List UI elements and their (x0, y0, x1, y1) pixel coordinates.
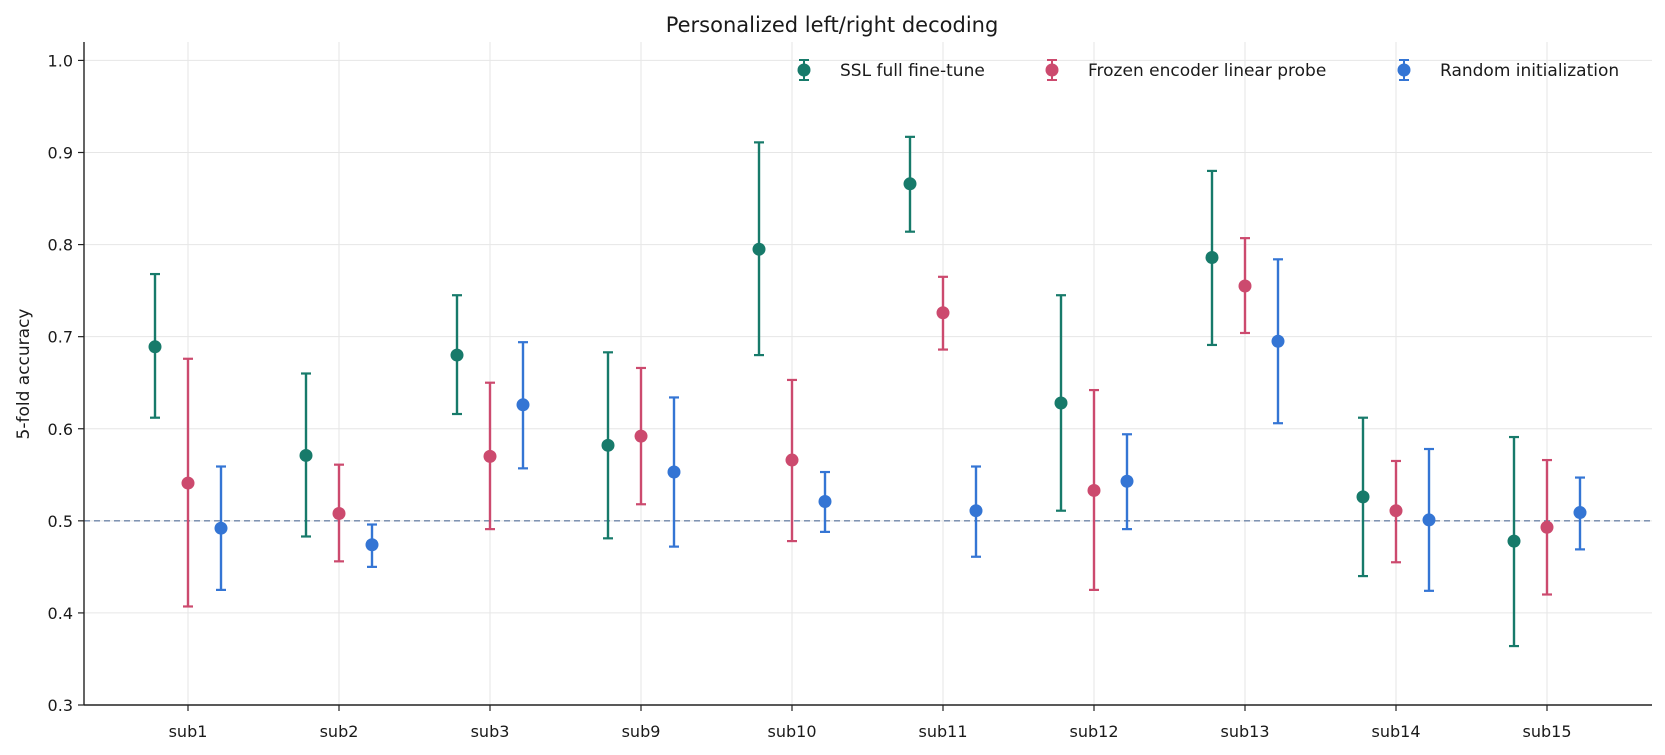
legend-marker-point (1045, 63, 1059, 77)
x-tick-label: sub10 (768, 722, 817, 741)
data-point (601, 438, 615, 452)
x-tick-label: sub15 (1523, 722, 1572, 741)
series-1 (181, 237, 1554, 608)
legend-item-0: SSL full fine-tune (797, 59, 985, 81)
data-point (936, 306, 950, 320)
y-tick-label: 0.8 (48, 236, 73, 255)
data-point (483, 449, 497, 463)
y-tick-labels: 0.3 0.4 0.5 0.6 0.7 0.8 0.9 1.0 (48, 51, 84, 715)
data-point (1205, 250, 1219, 264)
data-point (1087, 483, 1101, 497)
data-point (181, 476, 195, 490)
legend-item-2: Random initialization (1397, 59, 1619, 81)
data-point (365, 538, 379, 552)
legend: SSL full fine-tune Frozen encoder linear … (797, 59, 1619, 81)
data-point (785, 453, 799, 467)
legend-label: Random initialization (1440, 61, 1619, 81)
data-point (214, 521, 228, 535)
data-point (148, 340, 162, 354)
data-point (450, 348, 464, 362)
data-point (634, 429, 648, 443)
data-point (667, 465, 681, 479)
legend-item-1: Frozen encoder linear probe (1045, 59, 1326, 81)
y-tick-label: 0.6 (48, 420, 73, 439)
data-point (1540, 520, 1554, 534)
data-series (148, 135, 1587, 648)
data-point (1271, 334, 1285, 348)
x-tick-label: sub3 (471, 722, 510, 741)
legend-label: Frozen encoder linear probe (1088, 61, 1326, 81)
data-point (969, 504, 983, 518)
data-point (1120, 474, 1134, 488)
data-point (299, 448, 313, 462)
y-tick-label: 0.7 (48, 328, 73, 347)
data-point (903, 177, 917, 191)
data-point (1507, 534, 1521, 548)
y-tick-label: 0.9 (48, 144, 73, 163)
x-tick-label: sub9 (622, 722, 661, 741)
data-point (332, 506, 346, 520)
x-tick-label: sub13 (1221, 722, 1270, 741)
legend-label: SSL full fine-tune (840, 61, 985, 81)
data-point (752, 242, 766, 256)
series-0 (148, 135, 1521, 648)
x-tick-labels: sub1 sub2 sub3 sub9 sub10 sub11 sub12 sub13 sub1… (169, 705, 1572, 741)
grid (84, 42, 1652, 706)
series-2 (214, 258, 1587, 592)
data-point (1054, 396, 1068, 410)
data-point (818, 494, 832, 508)
y-tick-label: 0.4 (48, 604, 73, 623)
x-tick-label: sub1 (169, 722, 208, 741)
x-tick-label: sub2 (320, 722, 359, 741)
axes (83, 42, 1652, 706)
data-point (1389, 504, 1403, 518)
data-point (1573, 506, 1587, 520)
y-axis-label: 5-fold accuracy (14, 309, 34, 440)
data-point (1238, 279, 1252, 293)
y-tick-label: 1.0 (48, 51, 73, 70)
data-point (1422, 513, 1436, 527)
chart-title: Personalized left/right decoding (666, 13, 999, 37)
legend-marker-point (797, 63, 811, 77)
y-tick-label: 0.3 (48, 696, 73, 715)
x-tick-label: sub12 (1070, 722, 1119, 741)
legend-marker-point (1397, 63, 1411, 77)
x-tick-label: sub11 (919, 722, 968, 741)
data-point (516, 398, 530, 412)
y-tick-label: 0.5 (48, 512, 73, 531)
data-point (1356, 490, 1370, 504)
x-tick-label: sub14 (1372, 722, 1421, 741)
